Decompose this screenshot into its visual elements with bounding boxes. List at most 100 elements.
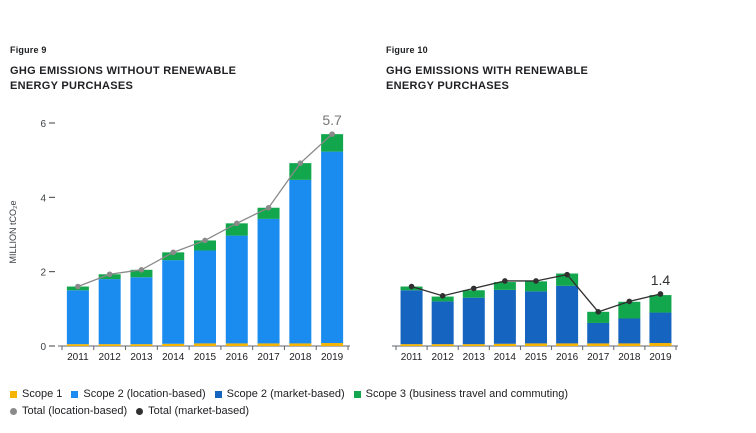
figure-10-label: Figure 10 [386, 45, 428, 55]
fig10-total-point-2019 [657, 291, 664, 297]
fig10-total-point-2012 [439, 293, 446, 299]
charts-canvas: 0 2 4 6 MILLION tCO₂e 2011 2012 2013 2014 2015 201… [8, 112, 678, 363]
legend-total-market: Total (market-based) [136, 405, 249, 417]
fig10-total-point-2014 [502, 278, 508, 284]
fig9-total-point-2015 [202, 237, 208, 244]
fig10-xtick-label: 2012 [432, 352, 455, 363]
fig10-bar-2013-seg0 [462, 344, 485, 346]
fig9-bar-2014-seg1 [162, 260, 185, 344]
fig10-bar-2015-seg2 [525, 281, 547, 292]
fig9-ytick-label: 0 [40, 342, 46, 353]
legend-scope2-market: Scope 2 (market-based) [214, 388, 345, 400]
fig9-total-point-2016 [233, 220, 240, 227]
fig9-xtick-label: 2014 [162, 352, 185, 363]
fig9-total-point-2018 [297, 160, 304, 166]
figure-10-title-line2: ENERGY PURCHASES [386, 80, 510, 92]
legend-total-location-dot [10, 407, 17, 415]
fig10-xtick-label: 2015 [525, 352, 548, 363]
legend-row-1: Scope 1 Scope 2 (location-based) Scope 2… [10, 386, 577, 402]
figure-10-title: GHG EMISSIONS WITH RENEWABLE ENERGY PURC… [386, 64, 666, 94]
fig9-xtick-label: 2015 [194, 352, 217, 363]
fig10-xtick-label: 2017 [587, 352, 610, 363]
fig9-bar-2017-seg1 [257, 218, 280, 344]
fig9-bar-2018-seg0 [289, 343, 312, 346]
fig9-ytick-label: 2 [40, 268, 46, 279]
legend-total-location-label: Total (location-based) [22, 405, 128, 417]
fig10-bar-2017-seg2 [587, 311, 610, 323]
figure-10-title-line1: GHG EMISSIONS WITH RENEWABLE [386, 65, 589, 77]
fig9-total-point-2014 [170, 249, 177, 256]
fig9-bar-2011-seg0 [66, 344, 89, 346]
legend-row-2: Total (location-based) Total (market-bas… [10, 403, 258, 419]
legend-scope2-market-label: Scope 2 (market-based) [226, 388, 345, 400]
fig10-bar-2016-seg1 [556, 285, 579, 344]
fig9-xtick-label: 2017 [257, 352, 280, 363]
fig10-bar-2019-seg1 [649, 312, 672, 344]
fig10-bar-2016-seg0 [556, 343, 579, 346]
fig10-xtick-label: 2016 [556, 352, 579, 363]
fig10-xtick-label: 2019 [649, 352, 672, 363]
fig10-bar-2014-seg2 [493, 282, 516, 290]
fig9-xtick-label: 2013 [130, 352, 153, 363]
fig10-total-point-2011 [408, 283, 415, 290]
fig9-bar-2014-seg0 [162, 343, 185, 346]
fig10-total-point-2016 [564, 271, 570, 278]
fig10-total-point-2018 [626, 298, 633, 305]
fig9-xtick-label: 2019 [321, 352, 344, 363]
fig9-xtick-label: 2012 [99, 352, 122, 363]
fig10-bar-2011-seg1 [400, 290, 423, 345]
fig9-bar-2019-seg0 [321, 343, 344, 346]
fig10-xtick-label: 2018 [618, 352, 641, 363]
fig10-bar-2018-seg0 [618, 343, 641, 346]
fig9-ytick-label: 6 [40, 119, 46, 130]
figure-9-title-line1: GHG EMISSIONS WITHOUT RENEWABLE [10, 65, 237, 77]
fig10-bar-2019-seg0 [649, 343, 672, 346]
fig9-bar-2017-seg0 [257, 343, 280, 346]
fig10-xtick-label: 2011 [401, 352, 423, 363]
fig9-bar-2013-seg1 [130, 277, 153, 345]
fig9-ylabel: MILLION tCO₂e [8, 200, 18, 263]
fig9-total-point-2013 [138, 267, 145, 273]
fig10-xtick-label: 2014 [494, 352, 517, 363]
fig9-bar-2013-seg0 [130, 344, 153, 346]
fig10-bar-2017-seg1 [587, 322, 610, 344]
legend-scope2-market-swatch [214, 390, 222, 398]
legend-scope2-location-swatch [71, 390, 79, 398]
fig9-bar-2018-seg2 [289, 163, 312, 180]
fig9-bar-2015-seg2 [194, 240, 216, 251]
fig10-bar-2018-seg2 [618, 301, 641, 319]
fig9-bar-2015-seg1 [194, 250, 216, 344]
fig9-annotation: 5.7 [322, 112, 342, 128]
fig10-xtick-label: 2013 [463, 352, 486, 363]
fig9-total-point-2017 [265, 204, 272, 211]
fig10-bar-2018-seg1 [618, 318, 641, 344]
fig10-total-point-2013 [470, 285, 477, 292]
fig9-bar-2016-seg0 [225, 343, 248, 346]
fig9-bar-2017-seg2 [257, 207, 280, 219]
fig9-bar-2012-seg1 [98, 279, 121, 345]
fig10-annotation: 1.4 [651, 272, 671, 288]
legend-total-market-dot [136, 407, 144, 415]
legend-scope2-location: Scope 2 (location-based) [71, 388, 206, 400]
legend-scope1: Scope 1 [10, 388, 62, 400]
fig9-bar-2011-seg1 [66, 290, 89, 345]
legend-scope1-swatch [10, 390, 17, 398]
fig9-xtick-label: 2011 [67, 352, 89, 363]
fig10-bar-2016-seg2 [556, 273, 579, 286]
figure-9-title: GHG EMISSIONS WITHOUT RENEWABLE ENERGY P… [10, 64, 290, 94]
fig9-bar-2018-seg1 [289, 179, 312, 344]
fig9-xtick-label: 2016 [226, 352, 249, 363]
fig9-total-point-2019 [329, 131, 335, 137]
legend-scope1-label: Scope 1 [22, 388, 63, 400]
fig10-bar-2013-seg1 [462, 297, 485, 345]
figure-9-label: Figure 9 [10, 45, 47, 55]
figure-9-title-line2: ENERGY PURCHASES [10, 80, 134, 92]
fig10-bar-2012-seg0 [431, 344, 454, 346]
fig9-bar-2015-seg0 [194, 343, 216, 346]
fig10-total-point-2017 [595, 309, 602, 315]
fig10-bar-2012-seg2 [431, 296, 454, 302]
fig9-total-point-2012 [106, 271, 113, 278]
legend-scope2-location-label: Scope 2 (location-based) [83, 388, 206, 400]
fig10-bar-2012-seg1 [431, 301, 454, 345]
